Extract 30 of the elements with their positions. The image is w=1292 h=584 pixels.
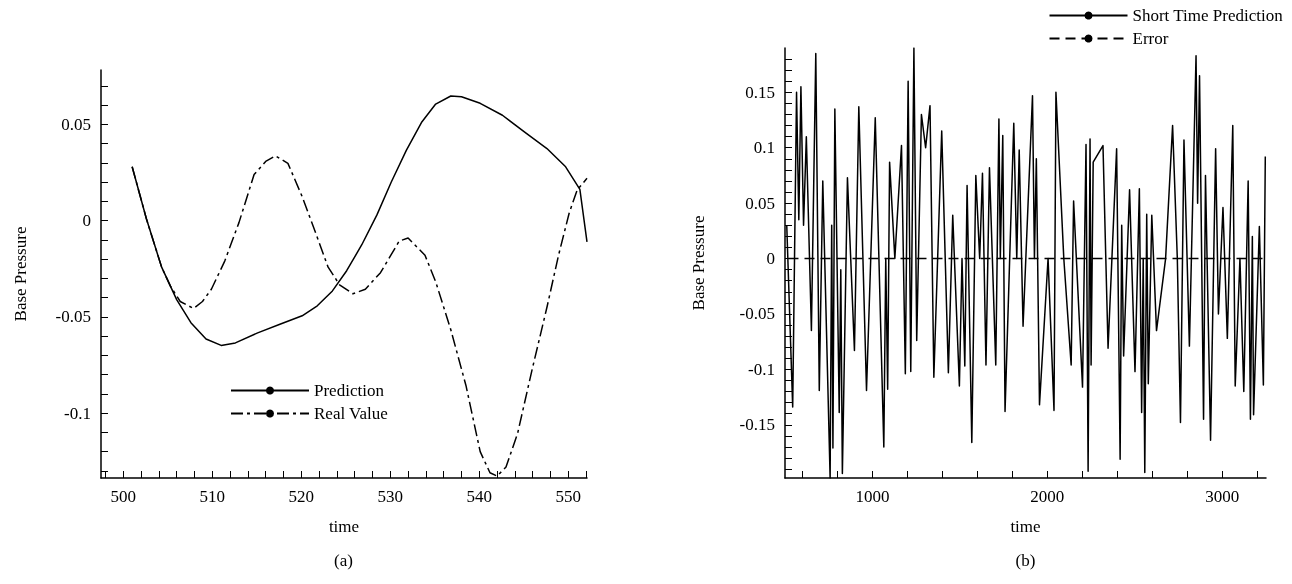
y-tick-label: 0.05: [745, 193, 775, 213]
y-axis-title: Base Pressure: [689, 215, 708, 311]
legend-label: Error: [1132, 29, 1169, 48]
legend-label: Real Value: [314, 404, 388, 423]
y-tick-label: -0.1: [748, 359, 775, 379]
y-axis-title: Base Pressure: [11, 226, 30, 322]
y-tick-label: -0.05: [55, 307, 91, 327]
y-tick-label: 0.05: [61, 114, 91, 134]
x-axis-title: time: [1010, 517, 1041, 536]
y-tick-label: 0: [82, 211, 91, 231]
y-tick-label: 0.1: [753, 138, 775, 158]
y-tick-label: -0.1: [64, 403, 91, 423]
x-tick-label: 500: [110, 487, 136, 506]
text: (a): [334, 551, 353, 570]
x-tick-label: 2000: [1030, 487, 1065, 506]
y-tick-label: 0: [766, 249, 775, 269]
x-tick-label: 540: [466, 487, 493, 506]
x-tick-label: 530: [377, 487, 404, 506]
legend-label: Prediction: [314, 381, 385, 400]
text: (b): [1015, 551, 1036, 570]
x-tick-label: 3000: [1205, 487, 1240, 506]
y-tick-label: -0.15: [739, 415, 775, 435]
x-tick-label: 510: [199, 487, 226, 506]
y-tick-label: -0.05: [739, 304, 775, 324]
x-tick-label: 550: [555, 487, 582, 506]
y-tick-label: 0.15: [745, 82, 775, 102]
x-axis-title: time: [328, 517, 360, 536]
x-tick-label: 520: [288, 487, 315, 506]
x-tick-label: 1000: [855, 487, 890, 506]
legend-label: Short Time Prediction: [1132, 6, 1284, 25]
